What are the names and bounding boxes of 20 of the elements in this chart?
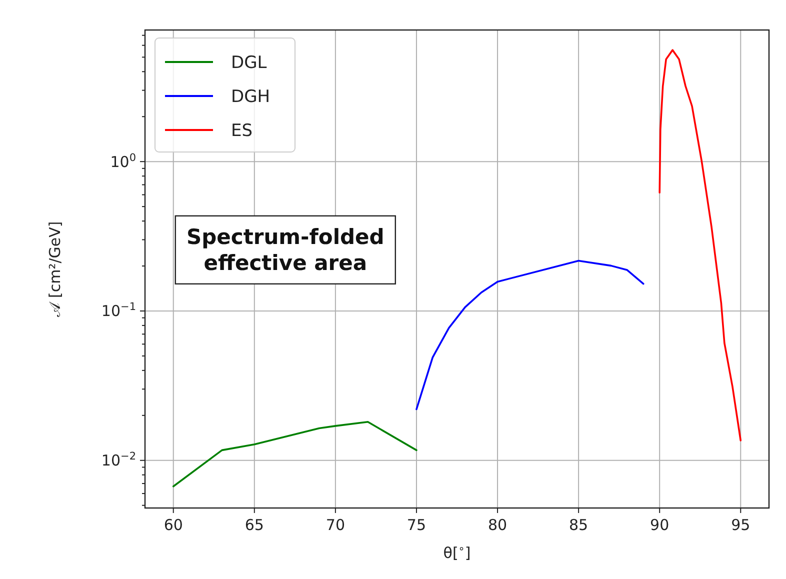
x-tick-label: 80 xyxy=(488,516,508,534)
x-tick-label: 85 xyxy=(569,516,588,534)
y-axis-title: 𝒜 [cm²/GeV] xyxy=(46,221,64,317)
line-series xyxy=(658,49,742,442)
y-tick-label: 10$^{0}$ xyxy=(110,152,136,171)
x-tick-label: 65 xyxy=(244,516,264,534)
x-tick-label: 95 xyxy=(731,516,750,534)
x-tick-label: 70 xyxy=(326,516,345,534)
y-tick-label: 10$^{−2}$ xyxy=(101,450,136,470)
legend-label: ES xyxy=(231,120,253,141)
x-tick-label: 60 xyxy=(164,516,183,534)
line-series xyxy=(172,420,418,488)
annotation: Spectrum-folded effective area xyxy=(186,224,384,275)
x-tick-label: 90 xyxy=(650,516,670,534)
legend-label: DGL xyxy=(231,52,268,73)
line-series xyxy=(416,260,644,410)
x-axis-title: θ[$^{∘}$] xyxy=(443,543,471,562)
y-tick-label: 10$^{−1}$ xyxy=(101,301,136,320)
legend-label: DGH xyxy=(231,86,270,107)
x-tick-label: 75 xyxy=(406,516,426,534)
